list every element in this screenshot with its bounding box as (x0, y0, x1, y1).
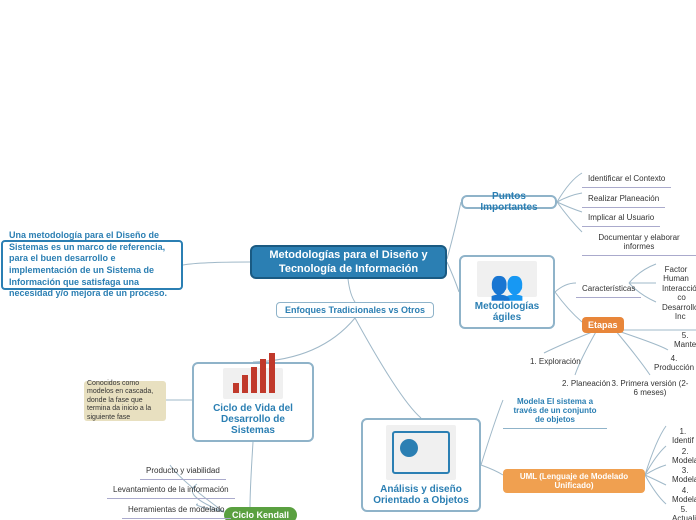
note-text: Una metodología para el Diseño de Sistem… (9, 230, 175, 300)
modela-node[interactable]: Modela El sistema a través de un conjunt… (503, 393, 607, 429)
chart-icon (223, 368, 283, 399)
root-label: Metodologías para el Diseño y Tecnología… (258, 248, 439, 277)
puntos-item[interactable]: Realizar Planeación (582, 190, 665, 208)
oo-node[interactable]: Análisis y diseño Orientado a Objetos (361, 418, 481, 512)
ciclo-node[interactable]: Ciclo de Vida del Desarrollo de Sistemas (192, 362, 314, 442)
puntos-item[interactable]: Identificar el Contexto (582, 170, 671, 188)
etapa-item[interactable]: 4. Producción (648, 350, 696, 376)
kendall-item[interactable]: Herramientas de modelado (122, 501, 231, 519)
id-card-icon (386, 425, 456, 480)
agiles-icon: 👥 (477, 261, 537, 297)
agiles-node[interactable]: 👥 Metodologías ágiles (459, 255, 555, 329)
puntos-item[interactable]: Implicar al Usuario (582, 209, 660, 227)
etapa-item[interactable]: 1. Exploración (524, 353, 587, 370)
carac-item[interactable]: Desarrollo Inc (656, 299, 696, 325)
puntos-item[interactable]: Documentar y elaborar informes (582, 229, 696, 256)
root-node[interactable]: Metodologías para el Diseño y Tecnología… (250, 245, 447, 279)
ciclo-label: Ciclo de Vida del Desarrollo de Sistemas (200, 403, 306, 436)
etapas-node[interactable]: Etapas (582, 317, 624, 333)
agiles-label: Metodologías ágiles (467, 301, 547, 323)
puntos-label: Puntos Importantes (465, 191, 553, 213)
uml-item[interactable]: 5. Actuali (666, 501, 696, 520)
cascada-note: Conocidos como modelos en cascada, donde… (84, 381, 166, 421)
kendall-item[interactable]: Levantamiento de la información (107, 481, 235, 499)
etapa-item[interactable]: 5. Mante (668, 327, 696, 353)
enfoques-label: Enfoques Tradicionales vs Otros (285, 305, 425, 315)
oo-label: Análisis y diseño Orientado a Objetos (369, 484, 473, 506)
uml-node[interactable]: UML (Lenguaje de Modelado Unificado) (503, 469, 645, 493)
definition-note: Una metodología para el Diseño de Sistem… (1, 240, 183, 290)
puntos-node[interactable]: Puntos Importantes (461, 195, 557, 209)
enfoques-node[interactable]: Enfoques Tradicionales vs Otros (276, 302, 434, 318)
kendall-item[interactable]: Producto y viabilidad (140, 462, 226, 480)
etapa-item[interactable]: 3. Primera versión (2-6 meses) (604, 375, 696, 401)
caracteristicas-node[interactable]: Características (576, 280, 641, 298)
kendall-node[interactable]: Ciclo Kendall (224, 507, 297, 520)
